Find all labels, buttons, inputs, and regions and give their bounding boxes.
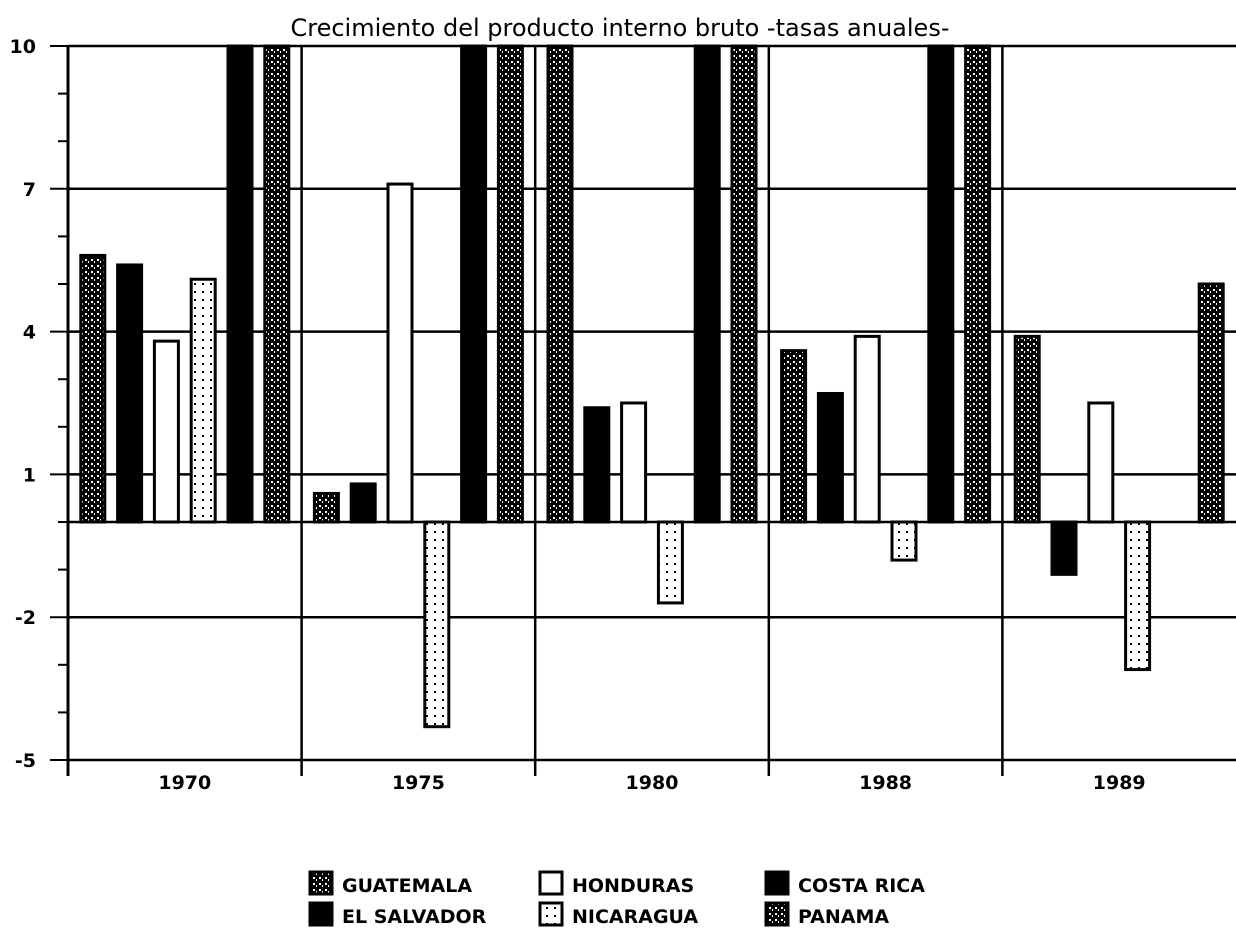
bar [1013, 334, 1041, 524]
bar [79, 253, 107, 524]
legend-label: GUATEMALA [342, 875, 472, 897]
x-category-labels: 1970 1975 1980 1988 1989 [158, 772, 1145, 794]
y-tick-label: 10 [10, 36, 36, 58]
axes [50, 45, 70, 776]
bar [853, 334, 881, 524]
legend-swatch [764, 901, 790, 927]
bar [693, 44, 721, 524]
bar [152, 339, 180, 524]
bar [730, 44, 758, 524]
bar [189, 277, 217, 524]
legend-label: COSTA RICA [798, 875, 925, 897]
y-tick-label: 1 [23, 464, 36, 486]
x-category-label: 1988 [859, 772, 912, 794]
legend-label: HONDURAS [572, 875, 694, 897]
bar [964, 44, 992, 524]
bar [312, 491, 340, 524]
bar [226, 44, 254, 524]
legend-swatch [308, 870, 334, 896]
bar [656, 520, 684, 605]
legend-swatch [538, 901, 564, 927]
y-tick-label: 4 [23, 322, 36, 344]
gridlines [68, 44, 1236, 776]
bar [496, 44, 524, 524]
legend-label: NICARAGUA [572, 906, 698, 928]
chart-title: Crecimiento del producto interno bruto -… [290, 14, 949, 42]
bar [1087, 401, 1115, 524]
bar [423, 520, 451, 729]
bar [546, 44, 574, 524]
y-tick-label: -2 [15, 607, 36, 629]
y-tick-label: -5 [15, 750, 36, 772]
legend-swatch [308, 901, 334, 927]
x-category-label: 1975 [392, 772, 445, 794]
y-tick-labels: 10 7 4 1 -2 -5 [10, 36, 36, 772]
bar [1050, 520, 1078, 576]
legend-label: EL SALVADOR [342, 906, 487, 928]
bar [263, 44, 291, 524]
legend: GUATEMALA EL SALVADOR HONDURAS NICARAGUA COS… [308, 870, 925, 928]
bar [460, 44, 488, 524]
bar [116, 263, 144, 524]
bar [1197, 282, 1225, 524]
legend-label: PANAMA [798, 906, 889, 928]
x-category-label: 1989 [1093, 772, 1146, 794]
legend-swatch [538, 870, 564, 896]
bar [816, 391, 844, 524]
x-category-label: 1980 [626, 772, 679, 794]
legend-swatch [764, 870, 790, 896]
bar [583, 406, 611, 524]
bars [79, 44, 1225, 729]
bar [1124, 520, 1152, 672]
y-tick-label: 7 [23, 179, 36, 201]
bar [349, 482, 377, 524]
bar [620, 401, 648, 524]
bar [780, 349, 808, 524]
bar [927, 44, 955, 524]
bar [386, 182, 414, 524]
x-category-label: 1970 [158, 772, 211, 794]
bar [890, 520, 918, 562]
